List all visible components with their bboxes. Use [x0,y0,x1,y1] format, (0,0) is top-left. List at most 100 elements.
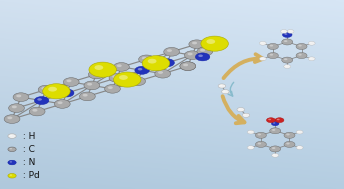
Circle shape [198,54,203,57]
Circle shape [282,30,284,32]
Circle shape [180,62,196,70]
Circle shape [32,109,37,112]
Circle shape [271,122,279,126]
Circle shape [259,41,266,45]
Circle shape [142,56,170,71]
Circle shape [261,58,263,59]
Circle shape [183,64,188,66]
Circle shape [284,40,288,42]
Circle shape [133,79,138,81]
Circle shape [83,94,88,97]
Text: : N: : N [20,158,36,167]
Circle shape [280,29,287,33]
Circle shape [163,60,168,63]
Circle shape [286,133,290,136]
Circle shape [197,47,213,56]
Circle shape [289,30,291,32]
Circle shape [296,146,303,149]
Circle shape [79,92,95,101]
Circle shape [272,153,279,157]
Circle shape [249,131,251,132]
Circle shape [192,42,197,44]
Circle shape [4,115,20,123]
Circle shape [195,53,210,61]
Circle shape [89,62,116,77]
Circle shape [298,45,302,47]
Circle shape [296,130,303,134]
Circle shape [255,141,266,147]
Circle shape [296,43,307,50]
Circle shape [130,77,146,86]
Circle shape [57,101,63,104]
Circle shape [164,47,180,56]
Circle shape [285,65,287,67]
Circle shape [10,174,12,176]
Circle shape [308,41,315,45]
Circle shape [258,133,261,136]
Circle shape [187,53,193,55]
Circle shape [88,70,104,79]
Circle shape [238,108,241,110]
Circle shape [219,85,222,86]
Circle shape [287,29,294,33]
Circle shape [270,54,273,56]
Circle shape [308,57,315,61]
Circle shape [84,81,100,90]
Circle shape [268,119,271,120]
Circle shape [114,63,129,71]
Circle shape [277,119,280,120]
Circle shape [43,84,70,99]
Circle shape [223,90,225,92]
Circle shape [298,131,300,132]
Circle shape [148,59,157,64]
Circle shape [284,132,295,138]
Circle shape [114,72,141,87]
Circle shape [272,147,276,149]
Circle shape [38,85,54,94]
Circle shape [180,62,196,70]
Circle shape [112,75,117,78]
Circle shape [247,130,254,134]
Circle shape [8,134,16,138]
Circle shape [261,42,263,43]
Circle shape [272,129,276,131]
Circle shape [66,79,72,82]
Circle shape [119,75,128,80]
Circle shape [41,87,46,90]
Circle shape [10,161,12,163]
Circle shape [298,146,300,148]
Circle shape [267,118,276,123]
Circle shape [275,118,284,123]
Circle shape [10,148,12,149]
Circle shape [267,43,278,50]
Circle shape [273,122,275,124]
Circle shape [139,55,154,64]
Circle shape [284,33,288,35]
Circle shape [184,51,200,60]
Circle shape [10,135,12,136]
Circle shape [105,84,120,93]
Circle shape [135,66,149,74]
Circle shape [270,45,273,47]
Circle shape [13,93,29,101]
Circle shape [249,146,251,148]
Circle shape [9,104,24,112]
Circle shape [282,39,293,45]
Circle shape [16,94,21,97]
Circle shape [34,97,49,105]
Circle shape [189,40,205,49]
Circle shape [284,58,288,60]
Circle shape [7,116,12,119]
Circle shape [244,114,246,115]
Circle shape [167,49,172,52]
Circle shape [109,74,125,82]
Circle shape [54,100,70,108]
Circle shape [108,86,113,89]
Text: : C: : C [20,145,35,154]
Circle shape [286,143,290,145]
Circle shape [8,174,16,178]
Circle shape [138,68,142,70]
Circle shape [296,53,307,59]
Circle shape [258,143,261,145]
Circle shape [12,105,17,108]
